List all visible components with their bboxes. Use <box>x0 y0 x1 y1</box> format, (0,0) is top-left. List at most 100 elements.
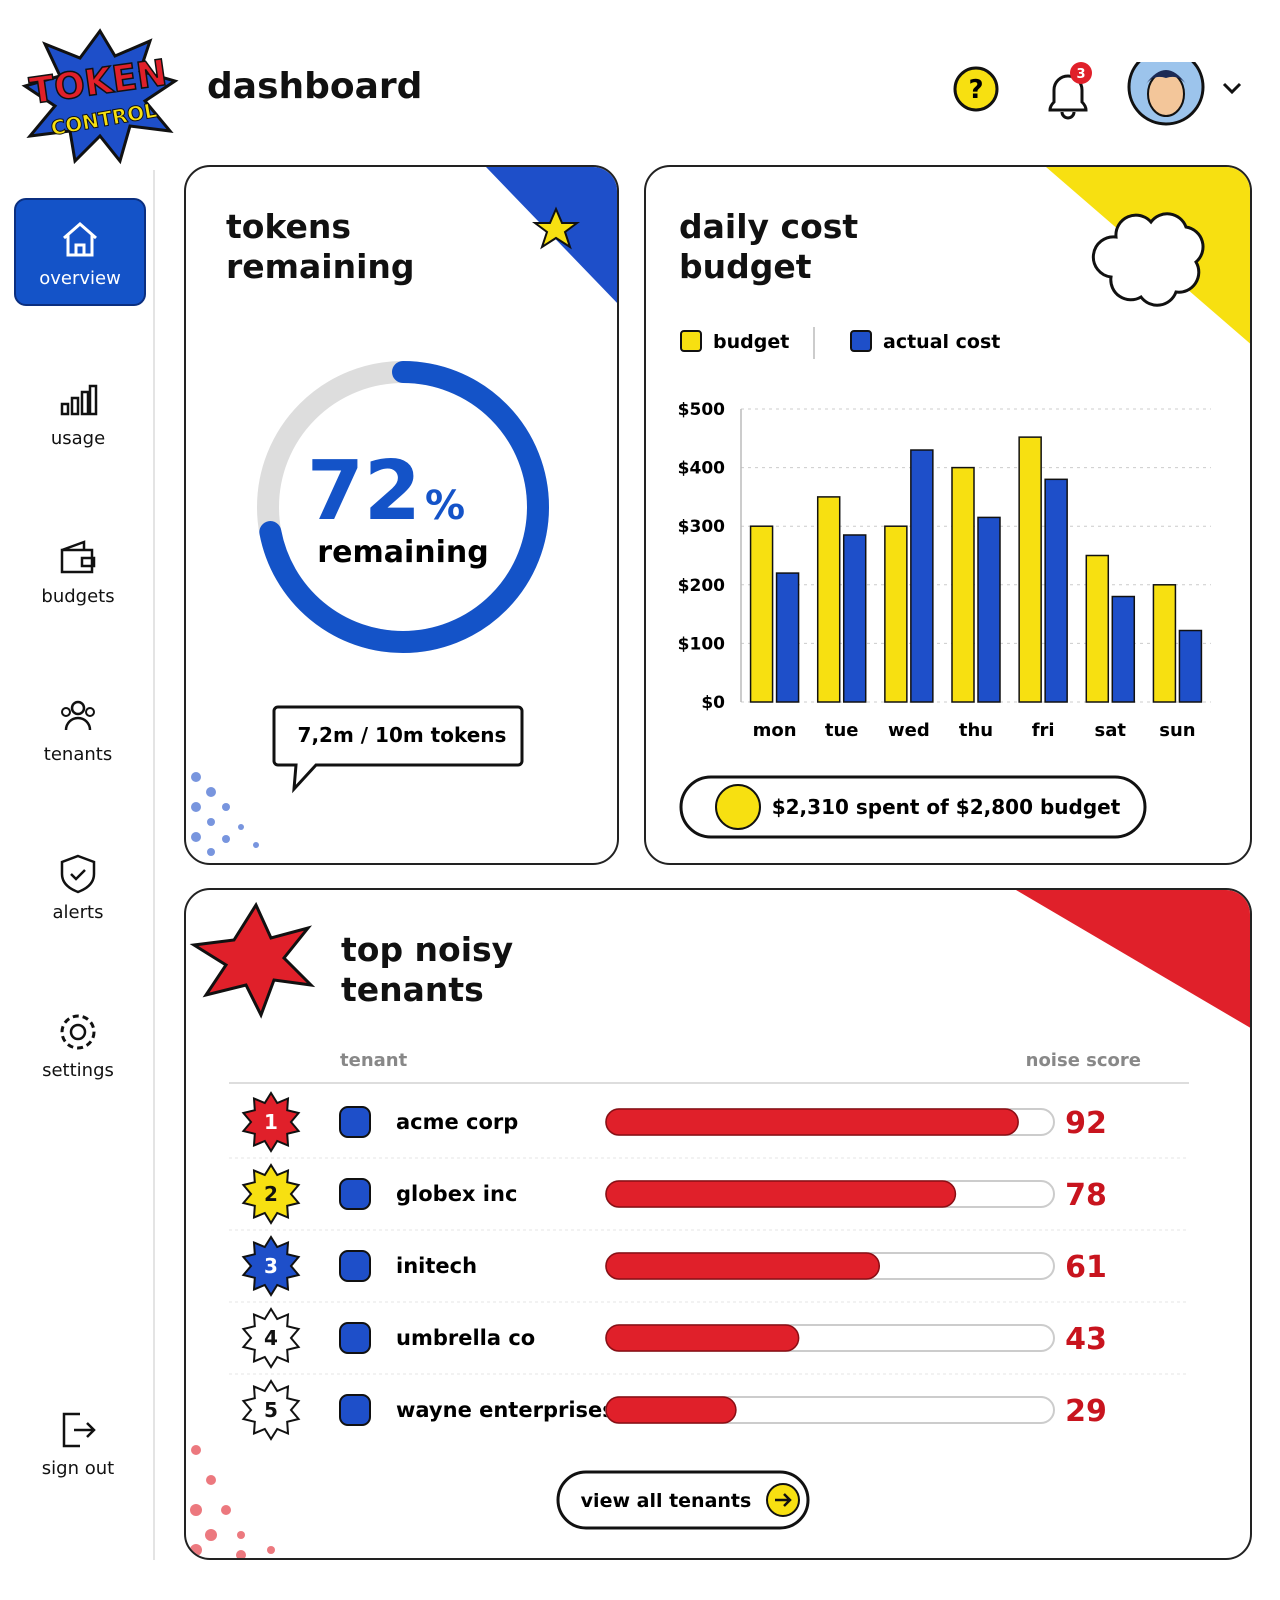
help-icon: ? <box>968 75 983 105</box>
coin-icon <box>715 784 761 830</box>
nav-icon <box>63 222 97 257</box>
nav-item[interactable]: overview <box>14 198 146 306</box>
tenant-icon <box>339 1250 371 1282</box>
header-actions: ? 3 <box>953 62 1242 126</box>
tenant-name: umbrella co <box>396 1326 535 1350</box>
tenant-name: wayne enterprises <box>396 1398 615 1422</box>
budget-summary-pill <box>679 775 1147 839</box>
bar <box>749 525 774 703</box>
x-tick-label: sat <box>1095 720 1127 741</box>
bar <box>1044 478 1068 703</box>
bar <box>1152 584 1177 703</box>
x-tick-label: sun <box>1159 720 1195 741</box>
view-all-button[interactable] <box>556 1470 810 1530</box>
rank-badge <box>241 1235 301 1297</box>
x-tick-label: thu <box>959 720 993 741</box>
logo: TOKEN CONTROL <box>21 28 179 165</box>
cloud-decor <box>1091 212 1205 307</box>
nav-item[interactable]: settings <box>14 992 142 1096</box>
bar <box>951 466 975 703</box>
score-bar <box>605 1252 881 1280</box>
tenant-name: initech <box>396 1254 477 1278</box>
y-tick-label: $400 <box>678 459 725 479</box>
avatar-hair <box>1146 70 1186 84</box>
summary-bubble <box>272 705 524 794</box>
tenant-icon <box>339 1394 371 1426</box>
nav-icon <box>62 1412 96 1448</box>
legend-swatch <box>850 330 872 352</box>
legend-label: actual cost <box>883 331 1000 353</box>
nav-icon <box>60 1014 96 1050</box>
gauge: 72 % remaining <box>257 361 549 653</box>
rank-badge <box>241 1307 301 1369</box>
notification-badge <box>1070 62 1092 84</box>
nav-label: alerts <box>52 902 104 923</box>
y-tick-label: $0 <box>701 693 725 713</box>
bar <box>1178 629 1203 703</box>
bar <box>884 525 908 703</box>
tokens-title: tokens remaining <box>226 207 415 286</box>
rank-number: 5 <box>264 1398 278 1422</box>
tenant-name: acme corp <box>396 1110 518 1134</box>
help-button[interactable] <box>953 66 999 112</box>
column-header: tenant <box>340 1050 408 1071</box>
rank-badge <box>241 1163 301 1225</box>
y-tick-label: $300 <box>678 517 725 537</box>
bar <box>1085 554 1110 703</box>
tenants-table: tenant noise score view all tenants 1 acm… <box>189 890 1250 1558</box>
sidebar-divider <box>153 170 155 1560</box>
bar <box>842 534 867 703</box>
page-title: dashboard <box>207 66 423 107</box>
score-bar <box>605 1180 957 1208</box>
tenant-icon <box>339 1106 371 1138</box>
rank-number: 4 <box>264 1326 278 1350</box>
budget-card: $2,310 spent of $2,800 budget $0 $100 $200… <box>644 165 1252 865</box>
tenant-icon <box>339 1178 371 1210</box>
score-value: 29 <box>1065 1394 1107 1429</box>
gauge-unit: % <box>425 483 465 529</box>
rank-badge <box>241 1091 301 1153</box>
gauge-value: 72 <box>307 444 421 539</box>
nav-label: budgets <box>41 586 115 607</box>
bar <box>775 572 800 703</box>
score-bar <box>605 1324 800 1352</box>
nav-label: tenants <box>43 744 113 765</box>
halftone-decor <box>191 772 259 856</box>
bar <box>977 516 1001 703</box>
tenants-card: tenant noise score view all tenants 1 acm… <box>184 888 1252 1560</box>
y-tick-label: $100 <box>678 634 725 654</box>
x-tick-label: tue <box>825 720 859 741</box>
nav-label: settings <box>42 1060 114 1081</box>
star-decor <box>532 206 580 250</box>
nav-item[interactable]: budgets <box>14 518 142 622</box>
nav-item[interactable]: alerts <box>14 834 142 938</box>
tokens-decor: 72 % remaining 7,2m / 10m tokens <box>191 167 617 856</box>
nav-item[interactable]: tenants <box>14 676 142 780</box>
nav-label: overview <box>39 268 121 289</box>
bar <box>816 496 841 703</box>
gauge-caption: remaining <box>317 535 488 570</box>
score-bar <box>605 1396 737 1424</box>
bar <box>1111 595 1136 703</box>
budget-summary: $2,310 spent of $2,800 budget <box>772 795 1121 819</box>
rank-badge <box>241 1379 301 1441</box>
rank-number: 3 <box>264 1254 278 1278</box>
avatar-menu[interactable] <box>1222 82 1242 95</box>
tenant-name: globex inc <box>396 1182 517 1206</box>
nav-item[interactable]: usage <box>14 360 142 464</box>
nav-icon <box>60 540 96 574</box>
x-tick-label: mon <box>753 720 797 741</box>
burst-decor <box>189 901 316 1019</box>
score-value: 92 <box>1065 1106 1107 1141</box>
notification-count: 3 <box>1076 67 1085 82</box>
bell-button[interactable] <box>1048 74 1088 120</box>
rank-number: 1 <box>264 1110 278 1134</box>
nav-item[interactable]: sign out <box>14 1390 142 1494</box>
bar <box>1018 436 1042 703</box>
x-tick-label: wed <box>888 720 930 741</box>
tokens-card: 72% remaining 7,2m / 10m tokens tokens re… <box>184 165 619 865</box>
x-tick-label: fri <box>1032 720 1055 741</box>
arrow-glyph <box>775 1493 792 1507</box>
bar <box>910 449 934 703</box>
